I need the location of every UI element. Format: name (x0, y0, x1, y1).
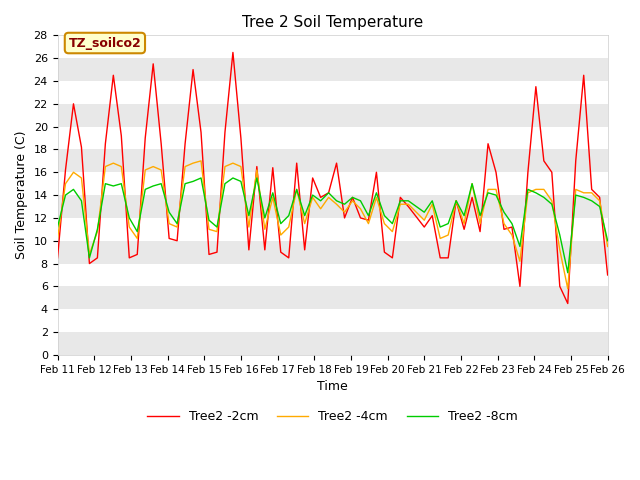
Tree2 -4cm (604, 243, 611, 249)
Bar (58, 127, 607, 149)
Y-axis label: Soil Temperature (C): Soil Temperature (C) (15, 131, 28, 259)
Tree2 -8cm (604, 238, 611, 244)
Tree2 -2cm (54, 255, 61, 261)
Bar (58, 58, 607, 81)
Legend: Tree2 -2cm, Tree2 -4cm, Tree2 -8cm: Tree2 -2cm, Tree2 -4cm, Tree2 -8cm (143, 406, 523, 429)
Bar (58, 104, 607, 127)
Tree2 -8cm (564, 270, 572, 276)
Tree2 -8cm (229, 175, 237, 181)
Tree2 -4cm (54, 236, 61, 241)
Tree2 -2cm (229, 49, 237, 55)
Title: Tree 2 Soil Temperature: Tree 2 Soil Temperature (242, 15, 423, 30)
Bar (58, 287, 607, 309)
Tree2 -8cm (365, 213, 372, 218)
Tree2 -2cm (604, 272, 611, 278)
Bar (58, 332, 607, 355)
Line: Tree2 -8cm: Tree2 -8cm (58, 178, 607, 273)
Tree2 -8cm (197, 175, 205, 181)
Tree2 -2cm (532, 84, 540, 90)
Tree2 -4cm (229, 160, 237, 166)
Tree2 -4cm (197, 158, 205, 164)
Tree2 -8cm (293, 187, 301, 192)
Tree2 -2cm (125, 255, 133, 261)
Bar (58, 81, 607, 104)
Line: Tree2 -4cm: Tree2 -4cm (58, 161, 607, 288)
Bar (58, 149, 607, 172)
Tree2 -4cm (365, 221, 372, 227)
Bar (58, 172, 607, 195)
Tree2 -4cm (293, 187, 301, 192)
Bar (58, 195, 607, 218)
Text: TZ_soilco2: TZ_soilco2 (68, 36, 141, 49)
Line: Tree2 -2cm: Tree2 -2cm (58, 52, 607, 303)
Tree2 -4cm (181, 164, 189, 169)
Bar (58, 264, 607, 287)
Tree2 -2cm (365, 217, 372, 223)
Tree2 -8cm (181, 181, 189, 187)
Bar (58, 241, 607, 264)
Tree2 -8cm (532, 190, 540, 196)
Tree2 -2cm (221, 130, 228, 135)
Bar (58, 309, 607, 332)
Tree2 -2cm (181, 141, 189, 146)
Bar (58, 218, 607, 241)
Tree2 -4cm (532, 187, 540, 192)
Bar (58, 36, 607, 58)
Tree2 -4cm (564, 286, 572, 291)
Tree2 -8cm (54, 224, 61, 230)
X-axis label: Time: Time (317, 380, 348, 393)
Tree2 -4cm (125, 224, 133, 230)
Tree2 -2cm (564, 300, 572, 306)
Tree2 -2cm (293, 160, 301, 166)
Tree2 -8cm (125, 215, 133, 221)
